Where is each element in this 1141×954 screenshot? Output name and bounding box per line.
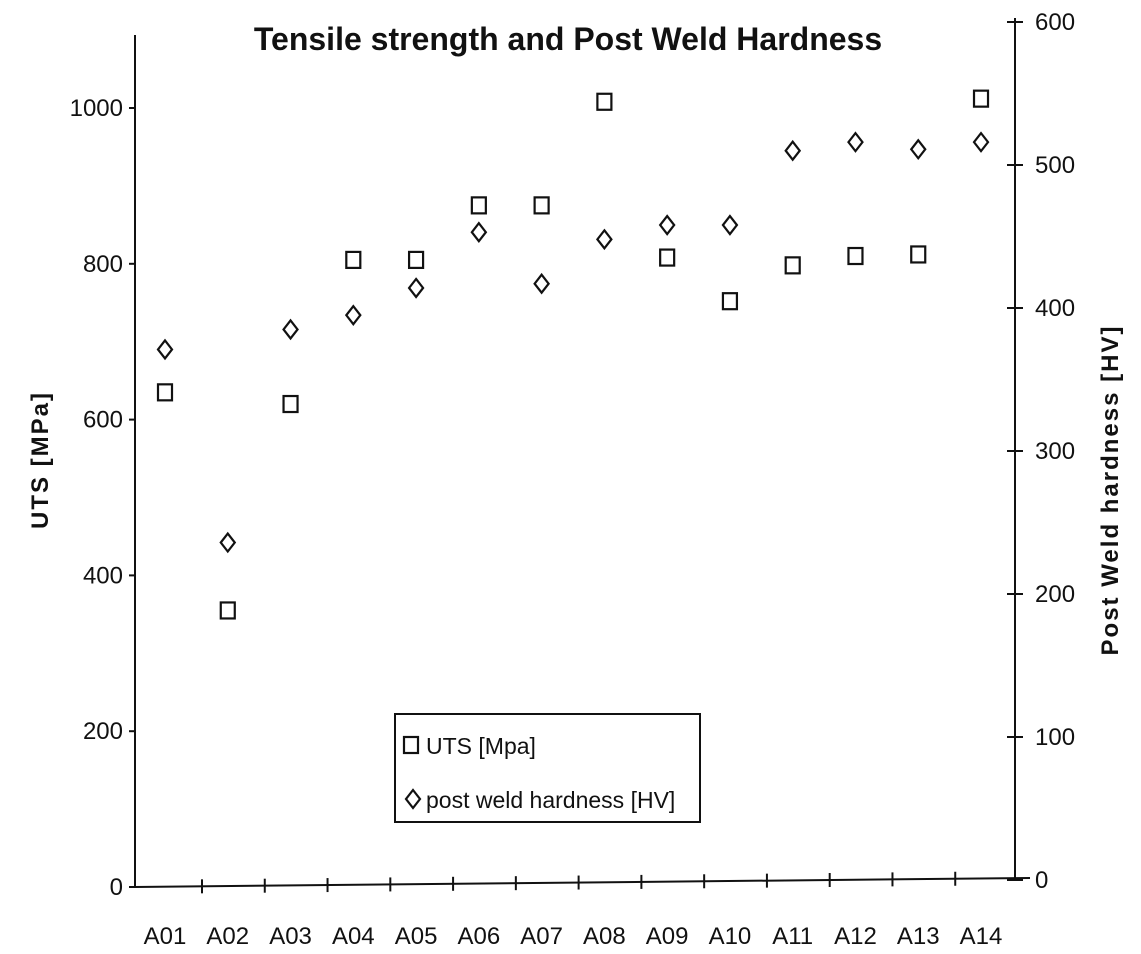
x-tick-label: A12 (834, 923, 877, 950)
uts-point (470, 196, 487, 215)
uts-point (659, 248, 676, 267)
uts-point (972, 89, 990, 108)
y-axis-right-label: Post Weld hardness [HV] (1097, 325, 1124, 656)
y-right-tick-label: 600 (1035, 9, 1075, 36)
hardness-point (595, 228, 613, 251)
chart-title: Tensile strength and Post Weld Hardness (254, 21, 882, 57)
x-tick-label: A09 (646, 923, 689, 950)
hardness-point (909, 138, 927, 161)
x-tick-label: A02 (206, 923, 249, 950)
y-right-tick-label: 500 (1035, 152, 1075, 179)
x-tick-label: A08 (583, 923, 626, 950)
uts-point (156, 383, 174, 402)
y-right-tick-label: 100 (1035, 724, 1075, 751)
x-tick-label: A04 (332, 923, 375, 950)
uts-point (784, 256, 801, 275)
uts-point (219, 601, 236, 620)
legend-diamond-marker (404, 788, 422, 810)
y-left-tick-label: 200 (83, 718, 123, 745)
uts-point (407, 250, 425, 270)
data-marks (156, 89, 990, 620)
x-tick-label: A07 (520, 923, 563, 950)
x-tick-label: A13 (897, 923, 940, 950)
x-tick-label: A06 (457, 923, 500, 950)
y-axis-left-label: UTS [MPa] (27, 391, 54, 529)
axes: 0 200 400 600 800 1000 0 100 200 300 400 500 600 A01 A… (70, 9, 1075, 950)
x-tick-label: A03 (269, 923, 312, 950)
uts-point (533, 196, 550, 215)
x-axis-line (134, 877, 1031, 888)
hardness-point (533, 272, 551, 295)
y-left-tick-label: 600 (83, 407, 123, 434)
x-tick-label: A11 (772, 923, 813, 950)
uts-point (345, 250, 362, 270)
hardness-point (156, 338, 174, 361)
y-left-tick-label: 1000 (70, 95, 123, 122)
legend-square-marker (402, 735, 420, 755)
uts-point (721, 292, 739, 311)
legend-box (394, 713, 701, 823)
x-tick-label: A14 (960, 923, 1003, 950)
y-left-tick-label: 800 (83, 251, 123, 278)
hardness-point (721, 214, 739, 236)
y-right-tick-label: 200 (1035, 581, 1075, 608)
hardness-point (972, 131, 990, 153)
uts-point (847, 246, 864, 266)
legend-entry-hardness: post weld hardness [HV] (426, 787, 675, 813)
legend-entry-uts: UTS [Mpa] (426, 733, 536, 759)
hardness-point (282, 318, 299, 341)
hardness-point (658, 214, 676, 236)
hardness-point (219, 531, 237, 554)
uts-point (282, 394, 299, 414)
y-left-tick-label: 400 (83, 562, 123, 589)
y-right-tick-label: 400 (1035, 295, 1075, 322)
uts-point (910, 245, 927, 264)
y-left-tick-label: 0 (110, 874, 123, 901)
y-right-tick-label: 0 (1035, 867, 1048, 894)
x-tick-label: A05 (395, 923, 438, 950)
hardness-point (784, 139, 802, 162)
hardness-point (847, 131, 864, 153)
hardness-point (407, 277, 425, 299)
legend: UTS [Mpa] post weld hardness [HV] (394, 713, 701, 823)
x-tick-label: A10 (709, 923, 752, 950)
hardness-point (344, 304, 362, 326)
hardness-point (470, 221, 488, 244)
x-tick-label: A01 (144, 923, 187, 950)
y-right-tick-label: 300 (1035, 438, 1075, 465)
uts-point (596, 92, 613, 111)
